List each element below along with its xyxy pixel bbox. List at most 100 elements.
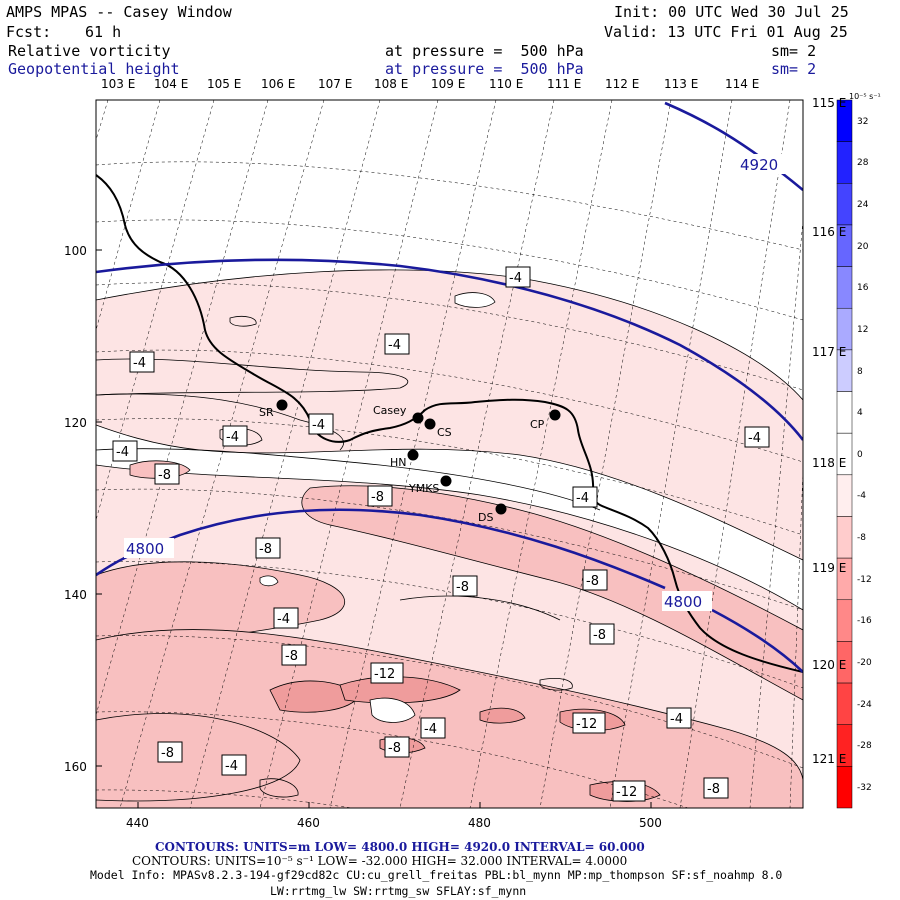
- colorbar-swatch: [836, 141, 853, 184]
- colorbar-label: -16: [857, 616, 872, 627]
- colorbar: [836, 99, 853, 809]
- height-label: 4800: [126, 540, 164, 558]
- station-label: HN: [390, 456, 407, 469]
- colorbar-swatch: [836, 307, 853, 351]
- vort-label-box: -4: [112, 440, 138, 462]
- colorbar-label: 16: [857, 283, 869, 294]
- station-dot-cp: [549, 409, 561, 421]
- field1-pressure: at pressure = 500 hPa: [385, 42, 584, 60]
- lon-label: 104 E: [154, 77, 189, 91]
- vort-label-box: -8: [255, 537, 281, 559]
- vort-label-box: -4: [273, 607, 299, 629]
- y-tick-label: 100: [64, 244, 87, 258]
- lon-label: 111 E: [547, 77, 582, 91]
- colorbar-label: -28: [857, 741, 872, 752]
- lon-label: 103 E: [101, 77, 136, 91]
- x-tick-label: 480: [468, 816, 491, 830]
- forecast-hours: 61 h: [85, 23, 122, 41]
- colorbar-swatch: [836, 516, 853, 559]
- lon-label: 106 E: [261, 77, 296, 91]
- svg-text:-4: -4: [312, 418, 325, 433]
- svg-text:-8: -8: [456, 580, 469, 595]
- svg-text:-12: -12: [616, 785, 637, 800]
- colorbar-label: 28: [857, 158, 869, 169]
- lon-label: 115 E: [812, 96, 847, 110]
- lon-label: 121 E: [812, 752, 847, 766]
- svg-text:-8: -8: [158, 468, 171, 483]
- lon-label: 120 E: [812, 658, 847, 672]
- x-tick-label: 500: [639, 816, 662, 830]
- valid-time: Valid: 13 UTC Fri 01 Aug 25: [604, 23, 848, 41]
- vort-label-box: -8: [589, 623, 615, 645]
- model-physics-info: LW:rrtmg_lw SW:rrtmg_sw SFLAY:sf_mynn: [270, 884, 527, 898]
- colorbar-label: 8: [857, 366, 863, 377]
- lon-label: 119 E: [812, 561, 847, 575]
- forecast-label: Fcst:: [6, 23, 52, 41]
- vort-label-box: -12: [370, 662, 404, 684]
- svg-text:-8: -8: [388, 741, 401, 756]
- height-label: 4920: [740, 156, 778, 174]
- lon-label: 109 E: [431, 77, 466, 91]
- vort-label-box: -4: [308, 413, 334, 435]
- station-dot-cs: [424, 418, 436, 430]
- vort-label-box: -4: [384, 333, 410, 355]
- lon-label: 105 E: [207, 77, 242, 91]
- x-tick-label: 440: [126, 816, 149, 830]
- vort-label-box: -8: [281, 644, 307, 666]
- vort-label-box: -12: [572, 712, 606, 734]
- station-label: CS: [437, 426, 452, 439]
- vort-label-box: -8: [384, 736, 410, 758]
- colorbar-label: -4: [857, 491, 866, 502]
- vort-label-box: -4: [505, 266, 531, 288]
- colorbar-swatch: [836, 391, 853, 434]
- y-tick-label: 160: [64, 760, 87, 774]
- colorbar-swatch: [836, 766, 853, 809]
- colorbar-label: 0: [857, 449, 863, 460]
- svg-text:-4: -4: [277, 612, 290, 627]
- x-tick-label: 460: [297, 816, 320, 830]
- vort-label-box: -8: [157, 741, 183, 763]
- svg-text:-8: -8: [259, 542, 272, 557]
- lon-label: 116 E: [812, 225, 847, 239]
- station-label: Casey: [373, 404, 407, 417]
- colorbar-label: -20: [857, 658, 872, 669]
- vorticity-clear-areas: [259, 292, 496, 723]
- colorbar-label: 12: [857, 324, 869, 335]
- svg-text:-4: -4: [576, 491, 589, 506]
- field2-pressure: at pressure = 500 hPa: [385, 60, 584, 78]
- svg-text:-8: -8: [707, 782, 720, 797]
- field2-smoothing: sm= 2: [771, 60, 817, 78]
- height-contour-info: CONTOURS: UNITS=m LOW= 4800.0 HIGH= 4920…: [155, 840, 645, 854]
- y-tick-label: 120: [64, 416, 87, 430]
- vorticity-contour-info: CONTOURS: UNITS=10⁻⁵ s⁻¹ LOW= -32.000 HI…: [132, 854, 628, 868]
- svg-text:-12: -12: [576, 717, 597, 732]
- map-title: AMPS MPAS -- Casey Window: [6, 3, 232, 21]
- vorticity-contours: [96, 316, 601, 802]
- vort-label-box: -4: [420, 717, 446, 739]
- init-time: Init: 00 UTC Wed 30 Jul 25: [614, 3, 849, 21]
- svg-text:-4: -4: [748, 431, 761, 446]
- station-label: CP: [530, 418, 545, 431]
- colorbar-label: 20: [857, 241, 869, 252]
- vort-label-box: -4: [129, 351, 155, 373]
- station-dot-casey: [412, 412, 424, 424]
- svg-text:-4: -4: [225, 759, 238, 774]
- colorbar-swatch: [836, 682, 853, 725]
- lon-label: 113 E: [664, 77, 699, 91]
- svg-text:-12: -12: [374, 667, 395, 682]
- vort-label-box: -4: [222, 425, 248, 447]
- svg-text:-4: -4: [133, 356, 146, 371]
- station-label: SR: [259, 406, 274, 419]
- colorbar-label: 4: [857, 408, 863, 419]
- svg-text:-4: -4: [424, 722, 437, 737]
- station-label: YMKS: [408, 482, 439, 495]
- vort-label-box: -4: [221, 754, 247, 776]
- vorticity-shading-medium: [96, 460, 803, 808]
- y-tick-label: 140: [64, 588, 87, 602]
- station-label: DS: [478, 511, 493, 524]
- colorbar-label: 24: [857, 199, 869, 210]
- vort-label-box: -8: [452, 575, 478, 597]
- field2-name: Geopotential height: [8, 60, 180, 78]
- svg-text:-4: -4: [388, 338, 401, 353]
